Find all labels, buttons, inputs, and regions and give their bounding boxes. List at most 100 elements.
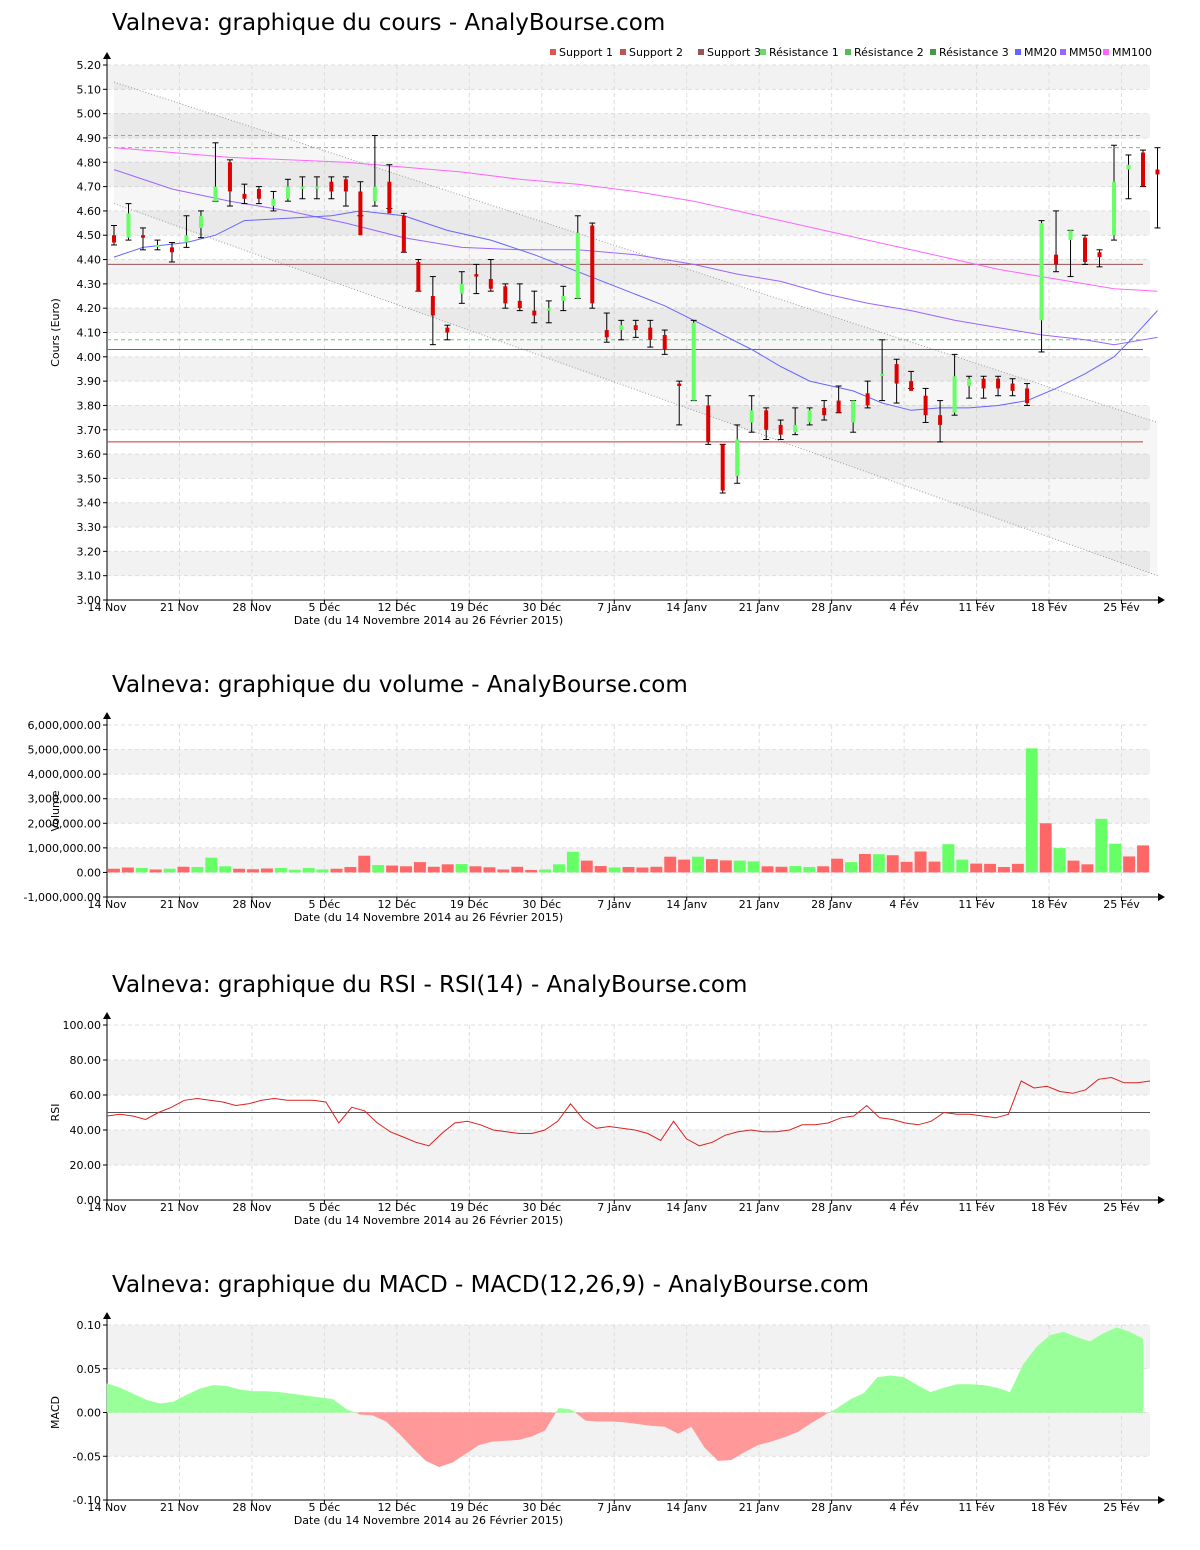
volume-bar <box>970 863 983 873</box>
volume-bar <box>427 866 440 873</box>
macd-area-positive <box>305 1395 320 1413</box>
candle-body <box>300 186 305 190</box>
volume-bar <box>650 866 663 873</box>
candle-body <box>749 410 754 423</box>
volume-bar <box>386 865 399 873</box>
candle-body <box>227 162 232 192</box>
volume-bar <box>149 869 162 873</box>
volume-bar <box>845 862 857 873</box>
volume-bar <box>400 866 412 873</box>
volume-bar <box>511 866 524 873</box>
rsi-y-tick-label: 80.00 <box>70 1054 102 1067</box>
volume-grid-band <box>107 749 1150 775</box>
rsi-y-axis-arrow <box>103 1012 111 1019</box>
macd-area-positive <box>1116 1327 1130 1413</box>
volume-bar <box>636 867 649 873</box>
price-y-tick-label: 4.80 <box>77 156 102 169</box>
legend-swatch <box>620 49 626 55</box>
candle-body <box>1010 383 1015 391</box>
volume-bar <box>177 866 190 873</box>
legend-label: Support 3 <box>707 46 761 59</box>
rsi-chart-panel: Valneva: graphique du RSI - RSI(14) - An… <box>0 940 1200 1240</box>
volume-bar <box>330 868 343 873</box>
rsi-x-tick-label: 12 Déc <box>377 1201 416 1214</box>
volume-bar <box>664 856 677 873</box>
candle-body <box>575 232 580 299</box>
candle-body <box>851 400 856 423</box>
price-y-tick-label: 3.50 <box>77 472 102 485</box>
candle-body <box>271 198 276 207</box>
volume-bar <box>1067 860 1080 873</box>
volume-bar <box>219 866 232 873</box>
macd-area-positive <box>555 1408 559 1413</box>
candle-body <box>590 225 595 304</box>
macd-chart-title: Valneva: graphique du MACD - MACD(12,26,… <box>112 1272 870 1298</box>
volume-x-tick-label: 7 Janv <box>597 898 631 911</box>
price-y-tick-label: 5.00 <box>77 108 102 121</box>
candle-body <box>140 235 145 238</box>
macd-area-negative <box>651 1412 666 1427</box>
rsi-x-axis-label: Date (du 14 Novembre 2014 au 26 Février … <box>294 1214 563 1227</box>
price-y-tick-label: 3.30 <box>77 521 102 534</box>
volume-x-tick-label: 18 Fév <box>1031 898 1068 911</box>
price-y-tick-label: 4.30 <box>77 278 102 291</box>
rsi-x-tick-label: 28 Nov <box>232 1201 271 1214</box>
price-x-tick-label: 28 Nov <box>232 601 271 614</box>
candle-body <box>662 334 667 350</box>
macd-area-negative <box>731 1412 745 1461</box>
price-x-tick-label: 30 Déc <box>522 601 561 614</box>
rsi-grid-band <box>107 1130 1150 1165</box>
candle-body <box>155 244 160 247</box>
macd-area-negative <box>478 1412 493 1446</box>
candle-body <box>967 378 972 386</box>
volume-bar <box>483 867 496 873</box>
price-y-tick-label: 3.00 <box>77 594 102 607</box>
price-y-tick-label: 4.40 <box>77 254 102 267</box>
price-y-tick-label: 5.20 <box>77 59 102 72</box>
price-y-tick-label: 3.60 <box>77 448 102 461</box>
macd-y-tick-label: 0.00 <box>77 1407 102 1420</box>
rsi-x-tick-label: 14 Janv <box>666 1201 707 1214</box>
volume-bar <box>302 868 315 873</box>
volume-grid-band <box>107 798 1150 824</box>
volume-x-tick-label: 21 Janv <box>739 898 780 911</box>
price-x-tick-label: 21 Nov <box>160 601 199 614</box>
macd-x-tick-label: 7 Janv <box>597 1501 631 1514</box>
legend-swatch <box>698 49 704 55</box>
price-x-tick-label: 21 Janv <box>739 601 780 614</box>
volume-y-tick-label: 5,000,000.00 <box>28 744 101 757</box>
macd-area-negative <box>770 1412 785 1442</box>
macd-area-positive <box>829 1408 838 1413</box>
legend-label: Support 1 <box>559 46 613 59</box>
candle-body <box>604 330 609 338</box>
macd-area-positive <box>159 1401 174 1413</box>
macd-area-positive <box>239 1389 254 1413</box>
volume-x-tick-label: 25 Fév <box>1103 898 1140 911</box>
legend-swatch <box>1060 49 1066 55</box>
macd-x-tick-label: 28 Janv <box>811 1501 852 1514</box>
candle-body <box>517 300 522 309</box>
rsi-x-tick-label: 4 Fév <box>889 1201 919 1214</box>
price-y-tick-label: 4.90 <box>77 132 102 145</box>
macd-x-tick-label: 11 Fév <box>958 1501 995 1514</box>
volume-y-tick-label: 3,000,000.00 <box>28 793 101 806</box>
price-chart-title: Valneva: graphique du cours - AnalyBours… <box>112 10 666 36</box>
volume-bar <box>205 857 218 873</box>
volume-bar <box>455 864 468 873</box>
macd-area-positive <box>1063 1331 1077 1413</box>
volume-x-tick-label: 5 Déc <box>309 898 341 911</box>
price-x-tick-label: 14 Nov <box>88 601 127 614</box>
legend-label: Résistance 1 <box>769 46 839 59</box>
candle-body <box>1025 388 1030 404</box>
volume-bar <box>914 851 927 873</box>
rsi-x-tick-label: 11 Fév <box>958 1201 995 1214</box>
rsi-x-tick-label: 30 Déc <box>522 1201 561 1214</box>
macd-area-negative <box>491 1412 506 1442</box>
volume-bar <box>163 868 176 873</box>
legend-swatch <box>845 49 851 55</box>
macd-area-positive <box>903 1377 918 1413</box>
rsi-y-tick-label: 20.00 <box>70 1159 102 1172</box>
volume-bar <box>1081 864 1094 873</box>
price-y-axis-arrow <box>103 52 111 59</box>
price-y-tick-label: 3.20 <box>77 545 102 558</box>
